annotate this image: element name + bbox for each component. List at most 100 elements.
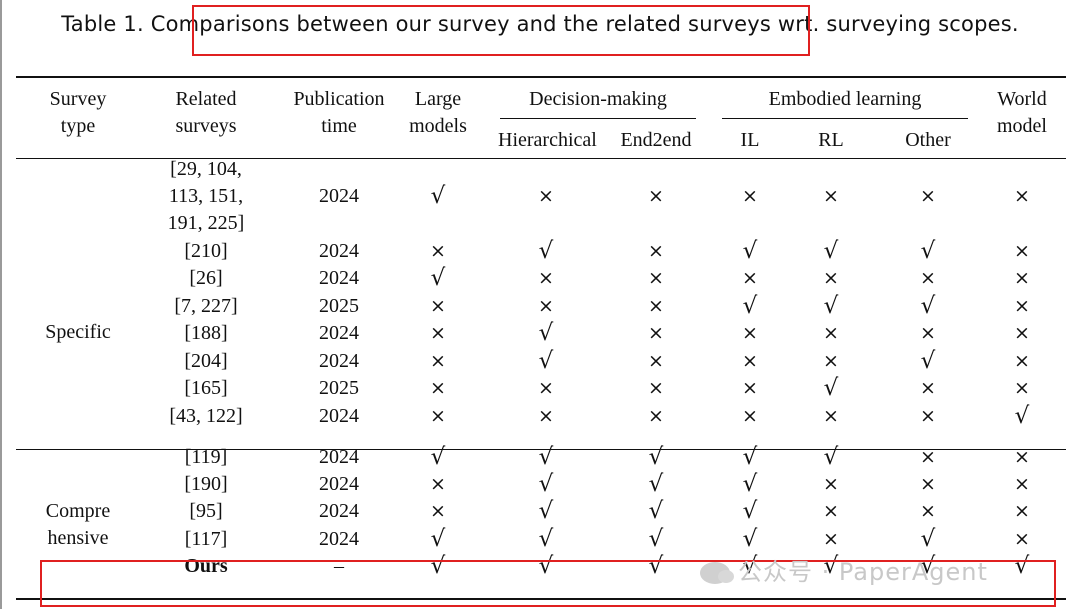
- hierarchical-check-mark: √: [538, 320, 554, 346]
- other-cross-mark: ×: [920, 267, 936, 289]
- decision-making-underline: [500, 118, 696, 119]
- hierarchical-check-mark: √: [538, 348, 554, 374]
- large-models-cross-mark: ×: [430, 240, 446, 262]
- rl-cross-mark: ×: [823, 267, 839, 289]
- hierarchical-check-mark: √: [538, 553, 554, 579]
- end2end-cross-mark: ×: [648, 295, 664, 317]
- related-survey-cell: [43, 122]: [169, 405, 243, 427]
- world-model-cross-mark: ×: [1014, 322, 1030, 344]
- il-check-mark: √: [742, 526, 758, 552]
- end2end-check-mark: √: [648, 498, 664, 524]
- header-decision-making: Decision-making: [529, 88, 667, 110]
- publication-time-cell: 2024: [319, 473, 359, 495]
- related-survey-cell: 113, 151,: [168, 185, 244, 207]
- world-model-cross-mark: ×: [1014, 240, 1030, 262]
- large-models-check-mark: √: [430, 183, 446, 209]
- il-check-mark: √: [742, 471, 758, 497]
- group-label-comprehensive-line1: Compre: [45, 500, 111, 522]
- rl-cross-mark: ×: [823, 350, 839, 372]
- publication-time-cell: 2024: [319, 405, 359, 427]
- il-cross-mark: ×: [742, 267, 758, 289]
- world-model-cross-mark: ×: [1014, 267, 1030, 289]
- group-label-comprehensive-line2: hensive: [47, 527, 109, 549]
- publication-time-cell: 2024: [319, 267, 359, 289]
- rl-cross-mark: ×: [823, 500, 839, 522]
- large-models-check-mark: √: [430, 526, 446, 552]
- other-check-mark: √: [920, 293, 936, 319]
- rl-check-mark: √: [823, 444, 839, 470]
- rl-check-mark: √: [823, 553, 839, 579]
- caption-highlight-box: [192, 5, 810, 56]
- il-check-mark: √: [742, 238, 758, 264]
- publication-time-cell: 2025: [319, 377, 359, 399]
- other-cross-mark: ×: [920, 322, 936, 344]
- related-survey-cell: [95]: [189, 500, 223, 522]
- il-cross-mark: ×: [742, 185, 758, 207]
- group-separator-rule: [16, 449, 1066, 450]
- world-model-cross-mark: ×: [1014, 185, 1030, 207]
- world-model-cross-mark: ×: [1014, 500, 1030, 522]
- other-check-mark: √: [920, 348, 936, 374]
- header-il: IL: [740, 129, 760, 151]
- hierarchical-check-mark: √: [538, 238, 554, 264]
- other-cross-mark: ×: [920, 473, 936, 495]
- end2end-check-mark: √: [648, 526, 664, 552]
- other-cross-mark: ×: [920, 500, 936, 522]
- large-models-check-mark: √: [430, 444, 446, 470]
- header-large-models-line1: Large: [414, 88, 462, 110]
- end2end-cross-mark: ×: [648, 377, 664, 399]
- publication-time-cell: 2024: [319, 528, 359, 550]
- large-models-cross-mark: ×: [430, 405, 446, 427]
- hierarchical-cross-mark: ×: [538, 295, 554, 317]
- rl-cross-mark: ×: [823, 528, 839, 550]
- end2end-check-mark: √: [648, 444, 664, 470]
- world-model-cross-mark: ×: [1014, 350, 1030, 372]
- il-cross-mark: ×: [742, 405, 758, 427]
- group-label-specific: Specific: [45, 321, 111, 343]
- related-survey-cell: [188]: [184, 322, 228, 344]
- other-cross-mark: ×: [920, 405, 936, 427]
- il-cross-mark: ×: [742, 350, 758, 372]
- header-publication-time-line1: Publication: [293, 88, 385, 110]
- world-model-cross-mark: ×: [1014, 528, 1030, 550]
- header-end2end: End2end: [620, 129, 692, 151]
- large-models-cross-mark: ×: [430, 350, 446, 372]
- end2end-cross-mark: ×: [648, 240, 664, 262]
- hierarchical-check-mark: √: [538, 444, 554, 470]
- large-models-check-mark: √: [430, 265, 446, 291]
- watermark-text: 公众号 · PaperAgent: [738, 558, 988, 586]
- header-survey-type-line1: Survey: [49, 88, 107, 110]
- header-related-surveys-line2: surveys: [175, 115, 237, 137]
- other-cross-mark: ×: [920, 377, 936, 399]
- publication-time-cell: 2024: [319, 322, 359, 344]
- related-survey-cell: [190]: [184, 473, 228, 495]
- world-model-cross-mark: ×: [1014, 377, 1030, 399]
- header-related-surveys-line1: Related: [175, 88, 237, 110]
- publication-time-cell: 2024: [319, 240, 359, 262]
- end2end-check-mark: √: [648, 471, 664, 497]
- large-models-cross-mark: ×: [430, 322, 446, 344]
- rl-check-mark: √: [823, 238, 839, 264]
- large-models-cross-mark: ×: [430, 473, 446, 495]
- related-survey-cell: [117]: [184, 528, 228, 550]
- hierarchical-cross-mark: ×: [538, 405, 554, 427]
- related-survey-cell: [204]: [184, 350, 228, 372]
- other-cross-mark: ×: [920, 185, 936, 207]
- related-survey-cell: [7, 227]: [174, 295, 238, 317]
- other-cross-mark: ×: [920, 446, 936, 468]
- other-check-mark: √: [920, 553, 936, 579]
- top-rule: [16, 76, 1066, 78]
- header-survey-type-line2: type: [60, 115, 96, 137]
- world-model-check-mark: √: [1014, 403, 1030, 429]
- header-world-model-line2: model: [997, 115, 1047, 137]
- end2end-cross-mark: ×: [648, 267, 664, 289]
- bottom-rule: [16, 598, 1066, 600]
- publication-time-cell: 2024: [319, 500, 359, 522]
- related-survey-cell: [165]: [184, 377, 228, 399]
- rl-cross-mark: ×: [823, 405, 839, 427]
- publication-time-cell: 2024: [319, 185, 359, 207]
- header-other: Other: [905, 129, 951, 151]
- other-check-mark: √: [920, 238, 936, 264]
- hierarchical-cross-mark: ×: [538, 377, 554, 399]
- watermark: 公众号 · PaperAgent: [700, 552, 988, 587]
